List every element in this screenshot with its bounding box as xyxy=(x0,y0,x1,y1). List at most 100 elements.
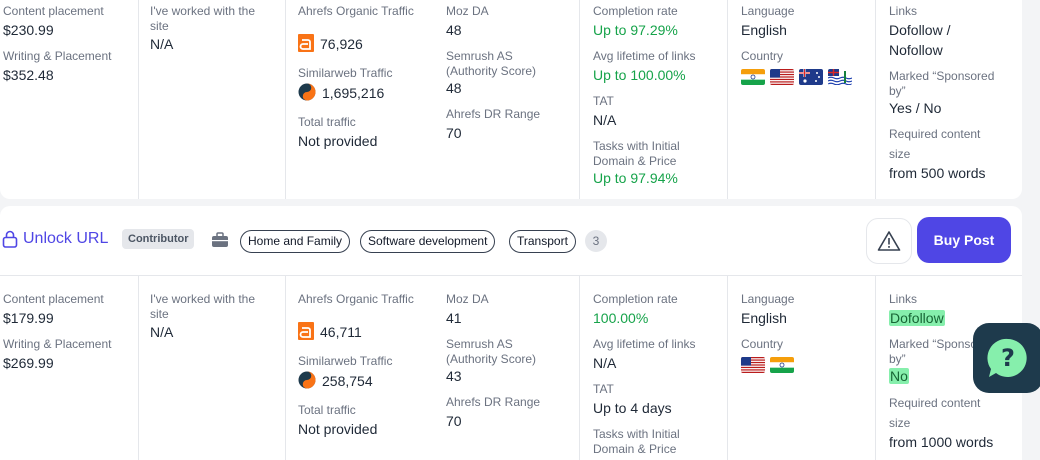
column-divider xyxy=(285,0,286,199)
worked-with-site-value: N/A xyxy=(150,324,174,340)
lifetime-value: N/A xyxy=(593,355,617,371)
lifetime-label: Avg lifetime of links xyxy=(593,337,696,351)
content-placement-label: Content placement xyxy=(3,292,104,306)
moz-da-value: 48 xyxy=(446,22,462,38)
content-placement-label: Content placement xyxy=(3,4,104,18)
sponsored-label: Marked “Sponsored by” xyxy=(889,69,995,98)
country-label: Country xyxy=(741,49,784,63)
india-flag-icon xyxy=(770,357,794,373)
australia-flag-icon xyxy=(799,69,823,85)
semrush-label: Semrush AS (Authority Score) xyxy=(446,337,537,366)
similarweb-traffic-label: Similarweb Traffic xyxy=(298,354,393,368)
completion-rate-label: Completion rate xyxy=(593,292,678,306)
category-tag[interactable]: Software development xyxy=(360,230,496,253)
column-divider xyxy=(285,276,286,460)
sponsored-label: Marked “Sponsored by” xyxy=(889,337,995,366)
ahrefs-dr-value: 70 xyxy=(446,413,462,429)
content-size-label-line2: size xyxy=(889,147,911,161)
column-divider xyxy=(579,276,580,460)
ahrefs-icon xyxy=(298,34,314,52)
worked-with-site-value: N/A xyxy=(150,36,174,52)
sponsored-value: Yes / No xyxy=(889,100,942,116)
lifetime-value: Up to 100.00% xyxy=(593,67,686,83)
language-value: English xyxy=(741,22,787,38)
tat-label: TAT xyxy=(593,94,614,108)
column-divider xyxy=(138,0,139,199)
ahrefs-traffic-label: Ahrefs Organic Traffic xyxy=(298,292,414,306)
writing-placement-price: $352.48 xyxy=(3,67,54,83)
ahrefs-dr-label: Ahrefs DR Range xyxy=(446,395,541,409)
more-tags-count[interactable]: 3 xyxy=(585,230,607,252)
similarweb-traffic: 258,754 xyxy=(298,371,373,390)
help-chat-button[interactable]: ? xyxy=(973,323,1040,393)
content-placement-price: $230.99 xyxy=(3,22,54,38)
ahrefs-traffic-label: Ahrefs Organic Traffic xyxy=(298,4,414,18)
initial-domain-label: Tasks with Initial Domain & Price xyxy=(593,427,680,456)
site-card-1: Content placement $230.99 Writing & Plac… xyxy=(0,0,1022,199)
worked-with-site-label: I've worked with the site xyxy=(150,292,256,321)
links-value-badge: Dofollow xyxy=(889,310,945,326)
usa-flag-icon xyxy=(770,69,794,85)
ahrefs-traffic-value: 46,711 xyxy=(320,324,362,340)
category-tag[interactable]: Transport xyxy=(509,230,576,253)
worked-with-site-label: I've worked with the site xyxy=(150,4,256,33)
help-question-mark: ? xyxy=(1001,344,1015,372)
british-indian-ocean-flag-icon xyxy=(828,69,852,85)
moz-da-value: 41 xyxy=(446,310,462,326)
writing-placement-label: Writing & Placement xyxy=(3,337,112,351)
similarweb-traffic-label: Similarweb Traffic xyxy=(298,66,393,80)
ahrefs-traffic: 46,711 xyxy=(298,322,362,341)
content-size-value: from 1000 words xyxy=(889,434,994,450)
total-traffic-value: Not provided xyxy=(298,421,378,437)
column-divider xyxy=(875,0,876,199)
ahrefs-icon xyxy=(298,322,314,340)
semrush-value: 43 xyxy=(446,368,462,384)
similarweb-traffic-value: 258,754 xyxy=(322,373,373,389)
briefcase-icon xyxy=(212,232,228,247)
ahrefs-dr-value: 70 xyxy=(446,125,462,141)
unlock-url-button[interactable]: Unlock URL xyxy=(2,230,108,248)
lock-icon xyxy=(2,230,18,248)
semrush-value: 48 xyxy=(446,80,462,96)
ahrefs-dr-label: Ahrefs DR Range xyxy=(446,107,541,121)
content-size-value: from 500 words xyxy=(889,165,986,181)
total-traffic-value: Not provided xyxy=(298,133,378,149)
completion-rate-label: Completion rate xyxy=(593,4,678,18)
country-label: Country xyxy=(741,337,784,351)
buy-post-button[interactable]: Buy Post xyxy=(917,217,1011,263)
column-divider xyxy=(875,276,876,460)
tat-label: TAT xyxy=(593,382,614,396)
writing-placement-label: Writing & Placement xyxy=(3,49,112,63)
moz-da-label: Moz DA xyxy=(446,292,489,306)
language-label: Language xyxy=(741,292,795,306)
category-tag[interactable]: Home and Family xyxy=(240,230,351,253)
help-bubble-icon: ? xyxy=(987,338,1027,377)
initial-domain-value: Up to 97.94% xyxy=(593,170,678,186)
links-value-line1: Dofollow / xyxy=(889,22,951,38)
tat-value: Up to 4 days xyxy=(593,400,672,416)
writing-placement-price: $269.99 xyxy=(3,355,54,371)
language-label: Language xyxy=(741,4,795,18)
sponsored-value-badge: No xyxy=(889,368,909,384)
total-traffic-label: Total traffic xyxy=(298,115,356,129)
site-card-header: Unlock URL Contributor Home and Family S… xyxy=(0,206,1022,276)
semrush-label: Semrush AS (Authority Score) xyxy=(446,49,537,78)
lifetime-label: Avg lifetime of links xyxy=(593,49,696,63)
column-divider xyxy=(727,0,728,199)
similarweb-traffic: 1,695,216 xyxy=(298,83,384,102)
initial-domain-label: Tasks with Initial Domain & Price xyxy=(593,139,680,168)
links-value-line2: Nofollow xyxy=(889,42,943,58)
column-divider xyxy=(727,276,728,460)
links-label: Links xyxy=(889,292,918,306)
completion-rate-value: 100.00% xyxy=(593,310,649,326)
links-label: Links xyxy=(889,4,918,18)
language-value: English xyxy=(741,310,787,326)
completion-rate-value: Up to 97.29% xyxy=(593,22,678,38)
total-traffic-label: Total traffic xyxy=(298,403,356,417)
content-placement-price: $179.99 xyxy=(3,310,54,326)
report-button[interactable] xyxy=(866,218,912,264)
contributor-badge: Contributor xyxy=(122,229,195,249)
tat-value: N/A xyxy=(593,112,617,128)
content-size-label-line2: size xyxy=(889,416,911,430)
india-flag-icon xyxy=(741,69,765,85)
